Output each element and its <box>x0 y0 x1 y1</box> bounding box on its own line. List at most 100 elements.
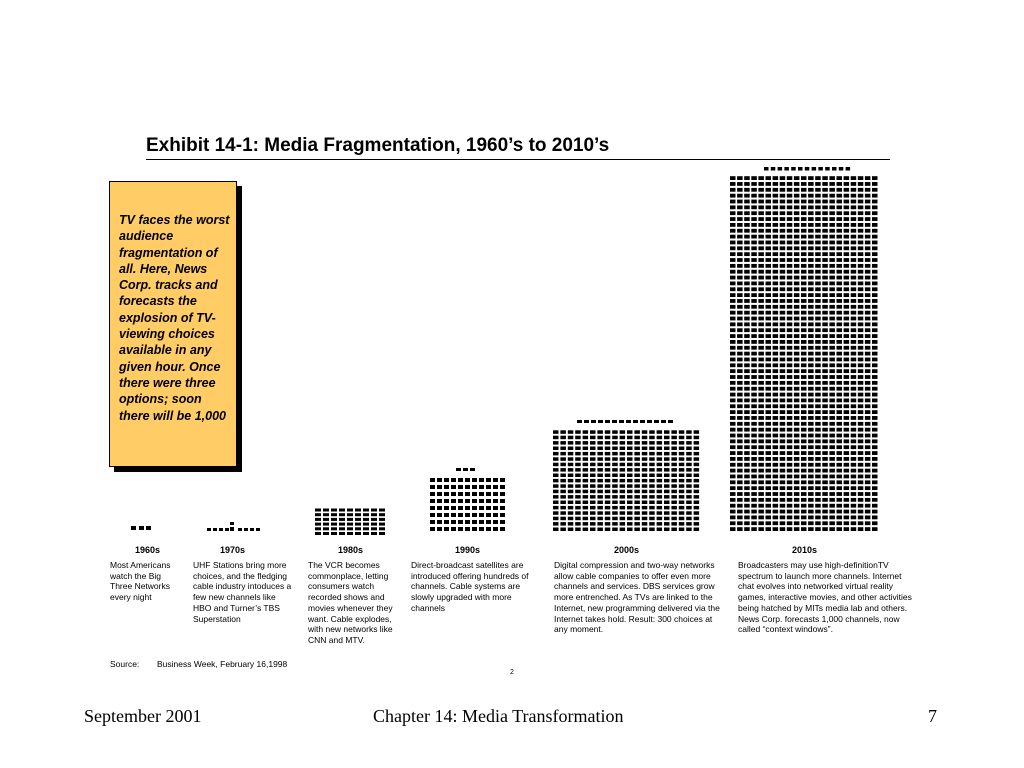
cluster-2010s-block <box>815 351 821 356</box>
cluster-1990s-block <box>465 520 470 524</box>
cluster-2000s-block <box>553 505 559 510</box>
cluster-2010s-block <box>730 480 736 485</box>
cluster-1990s-block <box>444 506 449 510</box>
cluster-2010s-block <box>864 439 871 444</box>
cluster-2010s-block <box>758 293 764 297</box>
cluster-2010s-block <box>872 240 878 245</box>
cluster-2010s-block <box>751 392 757 397</box>
cluster-1980s-block <box>339 508 345 512</box>
cluster-2000s-block <box>582 500 589 504</box>
cluster-2010s-block <box>737 258 743 262</box>
cluster-2010s-block <box>815 316 821 321</box>
cluster-2010s-block <box>864 380 871 385</box>
cluster-2000s-block <box>627 462 633 467</box>
cluster-2010s-block <box>784 167 789 171</box>
cluster-2010s-block <box>765 439 771 444</box>
cluster-2010s-block <box>857 468 864 473</box>
cluster-2010s-block <box>822 199 828 204</box>
cluster-2010s-block <box>815 205 821 210</box>
cluster-2010s-block <box>822 357 828 362</box>
cluster-1990s-block <box>493 513 498 517</box>
cluster-2010s-block <box>765 240 771 245</box>
cluster-1990s-block <box>451 506 456 510</box>
cluster-2010s-block <box>779 217 786 221</box>
cluster-2010s-block <box>836 340 842 344</box>
cluster-2010s-block <box>751 351 757 356</box>
cluster-2000s-block <box>597 511 603 515</box>
cluster-2010s-block <box>822 223 828 227</box>
cluster-2000s-block <box>612 462 618 467</box>
cluster-2010s-block <box>836 363 842 368</box>
cluster-2010s-block <box>857 340 864 344</box>
cluster-2010s-block <box>793 310 800 315</box>
cluster-2010s-block <box>843 240 850 245</box>
cluster-1990s-block <box>465 506 470 510</box>
cluster-2010s-block <box>838 167 844 171</box>
cluster-2010s-block <box>850 234 857 239</box>
cluster-2010s-block <box>744 445 750 450</box>
cluster-2000s-block <box>686 527 692 531</box>
cluster-2010s-block <box>730 322 736 327</box>
cluster-2000s-block <box>575 468 581 472</box>
cluster-2010s-block <box>772 474 779 479</box>
cluster-1990s-block <box>451 499 456 503</box>
cluster-2010s-block <box>822 457 828 461</box>
cluster-1980s-block <box>355 532 361 535</box>
cluster-2010s-block <box>815 176 821 180</box>
cluster-2010s-block <box>815 486 821 491</box>
cluster-2010s-block <box>857 439 864 444</box>
cluster-2010s-block <box>836 246 842 251</box>
cluster-2010s-block <box>758 480 764 485</box>
cluster-2010s-block <box>857 392 864 397</box>
cluster-1980s-block <box>331 508 337 512</box>
cluster-1970s-block <box>256 528 260 531</box>
cluster-2010s-block <box>793 404 800 409</box>
cluster-2010s-block <box>744 357 750 362</box>
cluster-2000s-block <box>693 484 700 488</box>
cluster-2010s-block <box>829 462 835 467</box>
cluster-2010s-block <box>751 457 757 461</box>
cluster-2010s-block <box>808 509 814 514</box>
cluster-2010s-block <box>793 357 800 362</box>
cluster-2010s-block <box>730 521 736 526</box>
cluster-2010s-block <box>829 193 835 198</box>
cluster-1980s-block <box>347 508 353 512</box>
cluster-2010s-block <box>765 328 771 333</box>
cluster-1990s-block <box>437 513 442 517</box>
cluster-2010s-block <box>758 193 764 198</box>
cluster-2010s-block <box>836 269 842 274</box>
cluster-2000s-block <box>664 478 670 483</box>
cluster-2010s-block <box>843 228 850 233</box>
cluster-2010s-block <box>836 515 842 520</box>
cluster-2000s-block <box>597 489 603 494</box>
cluster-2000s-block <box>590 430 596 434</box>
cluster-2010s-block <box>843 462 850 467</box>
cluster-2010s-block <box>857 421 864 426</box>
cluster-2010s-block <box>801 275 807 280</box>
cluster-2010s-block <box>730 497 736 502</box>
cluster-2010s-block <box>829 240 835 245</box>
cluster-2000s-block <box>668 420 673 423</box>
cluster-2010s-block <box>836 176 842 180</box>
cluster-1980s-block <box>339 517 345 521</box>
cluster-2010s-block <box>822 527 828 531</box>
cluster-2010s-block <box>786 228 793 233</box>
cluster-2010s-block <box>843 386 850 391</box>
cluster-2010s-block <box>815 386 821 391</box>
cluster-2010s-block <box>801 468 807 473</box>
cluster-2010s-block <box>829 304 835 309</box>
cluster-2010s-block <box>864 410 871 414</box>
cluster-2010s-block <box>815 462 821 467</box>
cluster-2000s-block <box>575 489 581 494</box>
cluster-2000s-block <box>619 484 626 488</box>
cluster-2010s-block <box>822 486 828 491</box>
cluster-2000s-block <box>560 522 566 526</box>
cluster-1990s-block <box>500 485 505 489</box>
cluster-2010s-block <box>765 322 771 327</box>
cluster-2010s-block <box>815 299 821 303</box>
cluster-2000s-block <box>678 505 685 510</box>
cluster-2010s-block <box>808 386 814 391</box>
cluster-1980s-block <box>315 527 321 531</box>
cluster-2000s-block <box>597 527 603 531</box>
cluster-2010s-block <box>779 322 786 327</box>
